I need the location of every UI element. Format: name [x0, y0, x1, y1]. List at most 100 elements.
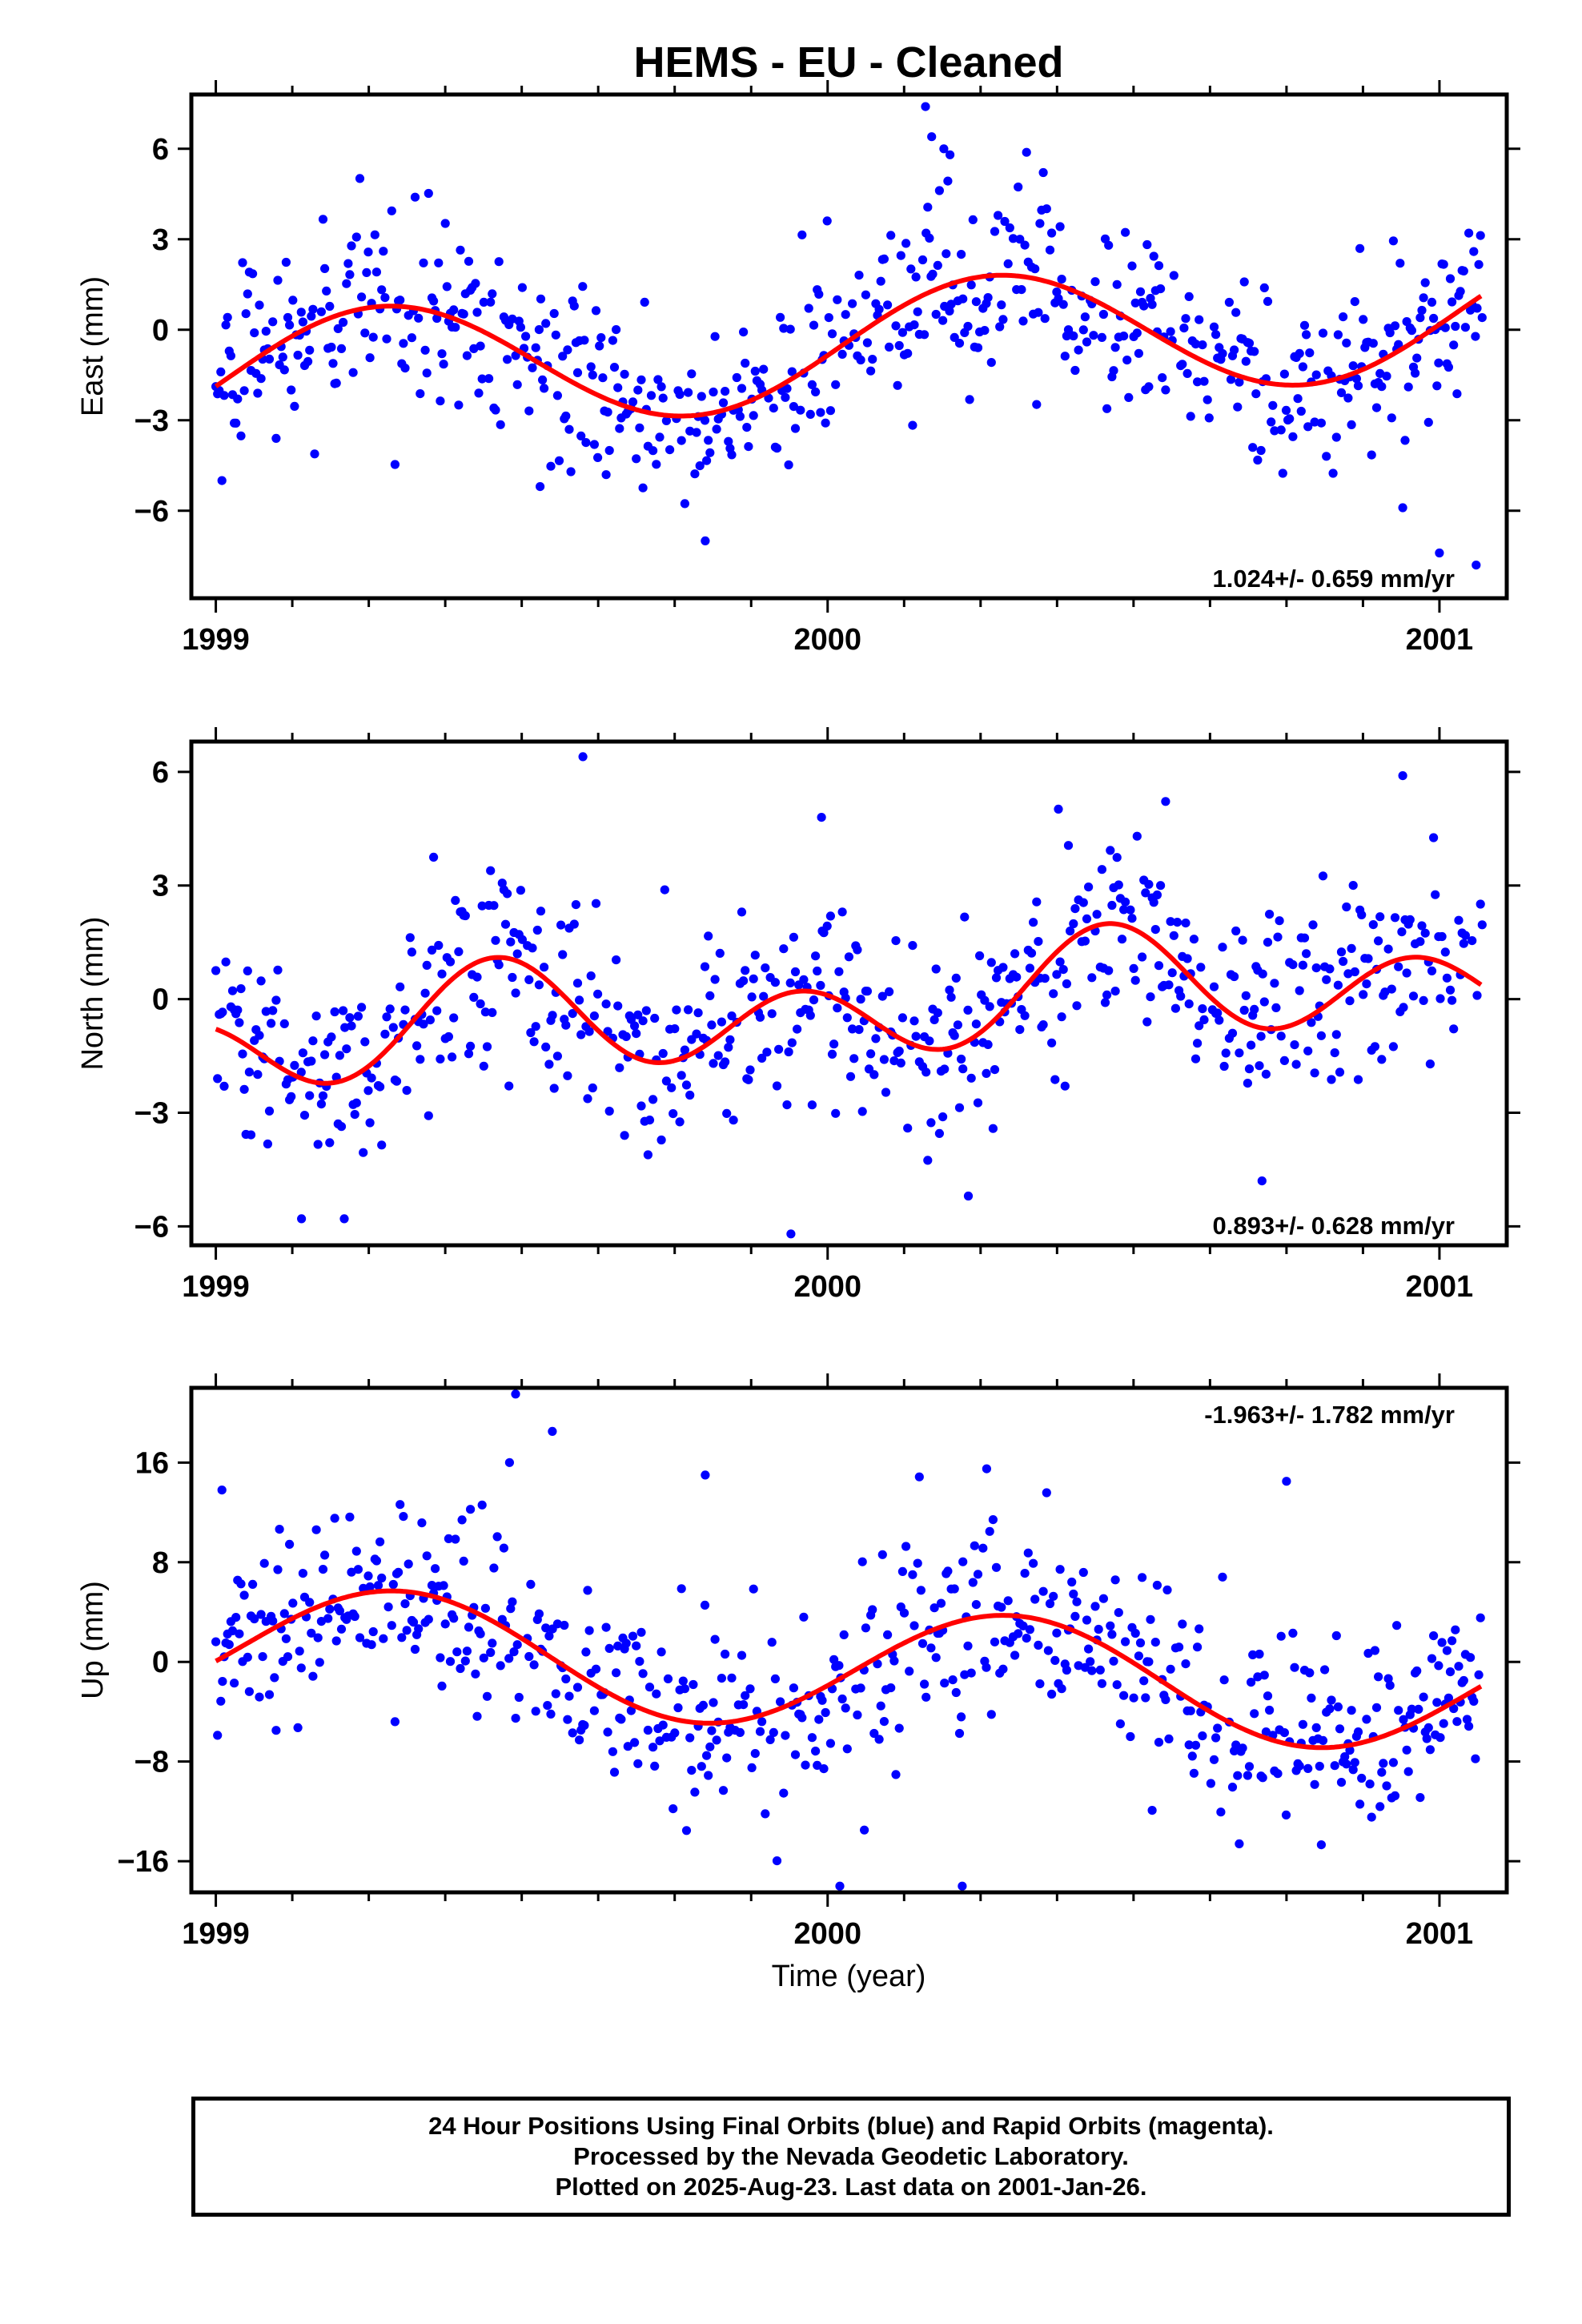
up-data-point [512, 1640, 522, 1650]
up-data-point [529, 1660, 539, 1670]
north-data-point [885, 987, 894, 996]
east-data-point [414, 313, 424, 323]
east-data-point [702, 456, 712, 465]
east-data-point [508, 314, 517, 324]
up-data-point [950, 1584, 959, 1594]
east-plot-frame [189, 92, 1509, 601]
up-data-point [323, 1614, 333, 1623]
up-data-point [1138, 1573, 1147, 1582]
up-data-point [1139, 1676, 1149, 1686]
east-data-point [833, 295, 842, 304]
east-data-point [1218, 348, 1227, 359]
north-data-point [1370, 1042, 1379, 1051]
north-data-point [1112, 853, 1122, 862]
north-data-point [569, 919, 579, 929]
north-data-point [367, 1073, 376, 1083]
up-data-point [307, 1628, 316, 1638]
north-data-point [857, 1107, 867, 1116]
up-data-point [986, 1710, 996, 1719]
up-data-point [1166, 1664, 1175, 1674]
up-data-point [1439, 1719, 1448, 1728]
north-data-point [1442, 973, 1452, 983]
north-data-point [402, 1086, 412, 1096]
north-data-point [877, 991, 887, 1001]
north-data-point [633, 1010, 643, 1019]
up-x-tick-label: 2001 [1406, 1917, 1474, 1951]
east-panel: 1999 2000 2001 −6 −3 0 3 6 East (mm) 1.024+/- 0.6… [76, 80, 1520, 657]
east-data-point [1203, 395, 1212, 404]
north-data-point [1104, 966, 1114, 975]
up-data-point [1298, 1719, 1307, 1729]
north-data-point [1299, 933, 1310, 943]
east-data-point [1195, 315, 1204, 324]
north-data-point [359, 1148, 368, 1157]
east-data-point [945, 306, 954, 316]
north-data-point [357, 1003, 367, 1012]
up-data-point [281, 1634, 291, 1643]
east-data-point [750, 366, 760, 376]
east-data-point [636, 375, 646, 384]
up-data-point [635, 1657, 644, 1667]
north-data-point [1164, 980, 1174, 990]
up-data-point [1097, 1679, 1106, 1688]
east-data-point [310, 449, 319, 459]
up-data-point [1462, 1715, 1472, 1724]
up-data-point [1191, 1740, 1201, 1750]
east-data-point [1471, 332, 1480, 341]
up-data-point [621, 1638, 631, 1648]
north-data-point [255, 1031, 264, 1040]
north-data-point [951, 973, 961, 983]
up-data-point [1471, 1754, 1480, 1763]
up-data-point [552, 1619, 563, 1629]
up-data-point [482, 1691, 492, 1701]
east-data-point [1055, 222, 1065, 231]
east-data-point [1333, 330, 1343, 340]
east-data-point [1276, 425, 1286, 435]
east-data-point [255, 300, 264, 310]
north-data-point [1227, 1028, 1238, 1038]
east-data-point [217, 476, 227, 485]
east-data-point [841, 310, 850, 320]
up-data-point [700, 1600, 710, 1610]
east-y-tick-label: 6 [152, 133, 169, 167]
east-data-point [442, 282, 452, 292]
up-data-point [402, 1626, 412, 1635]
east-data-point [862, 338, 872, 348]
east-data-point [511, 351, 520, 360]
north-data-point [755, 1012, 765, 1022]
north-data-point [1310, 1068, 1319, 1078]
up-data-point [958, 1557, 968, 1566]
north-data-point [725, 1035, 735, 1044]
north-data-point [298, 1048, 307, 1058]
east-data-point [811, 387, 821, 396]
north-data-point [744, 1075, 753, 1084]
north-data-point [1127, 914, 1137, 923]
up-data-point [978, 1543, 988, 1553]
north-data-point [782, 1100, 792, 1110]
east-data-point [685, 426, 695, 436]
up-data-point [612, 1668, 621, 1678]
east-data-point [325, 301, 335, 312]
east-data-point [241, 309, 251, 319]
north-data-point [1427, 966, 1437, 975]
east-data-point [357, 292, 367, 302]
up-data-point [737, 1651, 747, 1660]
up-data-point [834, 1661, 844, 1671]
north-data-point [1327, 1075, 1336, 1084]
east-data-point [596, 333, 606, 343]
north-data-point [211, 966, 221, 975]
east-data-point [256, 374, 266, 384]
east-data-point [1411, 368, 1420, 378]
up-data-point [971, 1600, 981, 1610]
north-data-point [588, 1083, 597, 1093]
north-data-point [934, 1128, 944, 1138]
up-data-point [250, 1614, 259, 1624]
east-data-point [1209, 322, 1219, 332]
up-data-point [690, 1787, 700, 1797]
east-data-point [440, 219, 450, 228]
north-data-point [675, 1117, 685, 1127]
north-data-point [1129, 963, 1138, 973]
east-data-point [363, 247, 373, 257]
east-data-point [797, 230, 807, 239]
north-data-point [1383, 944, 1393, 954]
